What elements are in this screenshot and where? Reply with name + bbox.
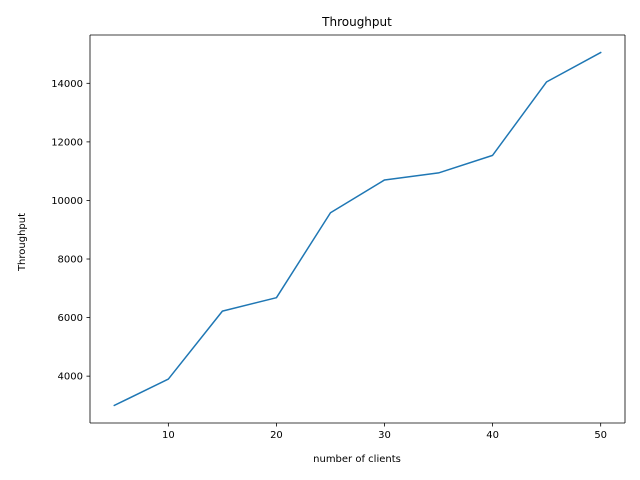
y-tick-label-12000: 12000 [51,137,83,148]
y-tick-label-6000: 6000 [58,313,83,324]
plot-area: 10 20 30 40 50 4000 6000 8000 10000 12000 14000 [51,34,626,441]
chart-title: Throughput [321,15,392,29]
x-tick-label-10: 10 [162,430,175,441]
y-tick-label-4000: 4000 [58,372,83,383]
y-axis-label: Throughput [17,213,28,272]
y-tick-label-8000: 8000 [58,255,83,266]
y-tick-label-10000: 10000 [51,196,83,207]
x-tick-label-30: 30 [378,430,391,441]
x-tick-label-20: 20 [270,430,283,441]
y-tick-label-14000: 14000 [51,79,83,90]
series-line-0 [113,51,602,407]
x-axis-label: number of clients [313,454,401,465]
x-tick-label-40: 40 [486,430,499,441]
x-tick-label-50: 50 [594,430,607,441]
